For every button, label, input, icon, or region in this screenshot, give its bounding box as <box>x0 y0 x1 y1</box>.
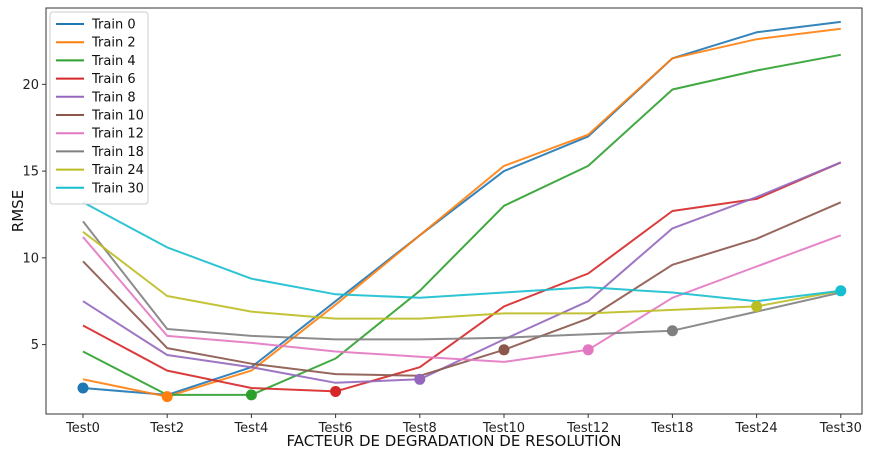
series-line-train-6 <box>82 161 842 393</box>
plot-frame <box>45 7 863 415</box>
series-line-train-10 <box>82 201 842 377</box>
y-axis-label: RMSE <box>9 190 27 232</box>
x-tick-label: Test10 <box>482 421 525 436</box>
y-axis: 5 10 15 20 <box>22 78 46 353</box>
x-tick-label: Test0 <box>65 421 100 436</box>
legend-label: Train 2 <box>91 36 136 51</box>
series-marker-train-2 <box>161 391 173 403</box>
series-marker-train-30 <box>835 285 847 297</box>
legend: Train 0 Train 2 Train 4 Train 6 Train 8 Train… <box>49 11 149 205</box>
legend-label: Train 12 <box>91 127 144 142</box>
legend-label: Train 18 <box>91 145 144 160</box>
x-tick-label: Test30 <box>819 421 862 436</box>
series-line-train-8 <box>82 161 842 384</box>
y-tick-label: 20 <box>22 78 39 93</box>
legend-label: Train 10 <box>91 109 144 124</box>
y-tick-label: 10 <box>22 251 39 266</box>
legend-label: Train 0 <box>91 18 136 33</box>
legend-label: Train 6 <box>91 72 136 87</box>
series-marker-train-24 <box>751 300 763 312</box>
series-line-train-24 <box>82 231 841 320</box>
x-tick-label: Test24 <box>735 421 778 436</box>
x-tick-label: Test6 <box>318 421 353 436</box>
plot-markers <box>77 285 847 403</box>
series-marker-train-4 <box>245 389 257 401</box>
x-tick-label: Test18 <box>650 421 693 436</box>
x-axis-label: FACTEUR DE DEGRADATION DE RESOLUTION <box>286 432 621 450</box>
x-tick-label: Test8 <box>402 421 437 436</box>
series-line-train-12 <box>82 234 842 363</box>
series-line-train-0 <box>82 20 841 396</box>
legend-label: Train 24 <box>91 163 144 178</box>
series-line-train-18 <box>82 220 842 341</box>
series-marker-train-8 <box>414 373 426 385</box>
series-marker-train-18 <box>666 325 678 337</box>
series-line-train-30 <box>82 201 841 303</box>
x-tick-label: Test12 <box>566 421 609 436</box>
legend-label: Train 4 <box>91 54 136 69</box>
plot-lines <box>82 20 842 398</box>
series-line-train-2 <box>82 27 841 398</box>
x-tick-label: Test2 <box>149 421 184 436</box>
series-marker-train-6 <box>330 385 342 397</box>
series-marker-train-10 <box>498 344 510 356</box>
y-tick-label: 5 <box>31 338 39 353</box>
series-line-train-4 <box>82 53 841 396</box>
series-marker-train-0 <box>77 382 89 394</box>
series-marker-train-12 <box>582 344 594 356</box>
legend-label: Train 30 <box>91 181 144 196</box>
x-axis: Test0 Test2 Test4 Test6 Test8 Test10 Test12 Tes… <box>65 414 862 436</box>
legend-label: Train 8 <box>91 90 136 105</box>
y-tick-label: 15 <box>22 165 39 180</box>
x-tick-label: Test4 <box>233 421 268 436</box>
